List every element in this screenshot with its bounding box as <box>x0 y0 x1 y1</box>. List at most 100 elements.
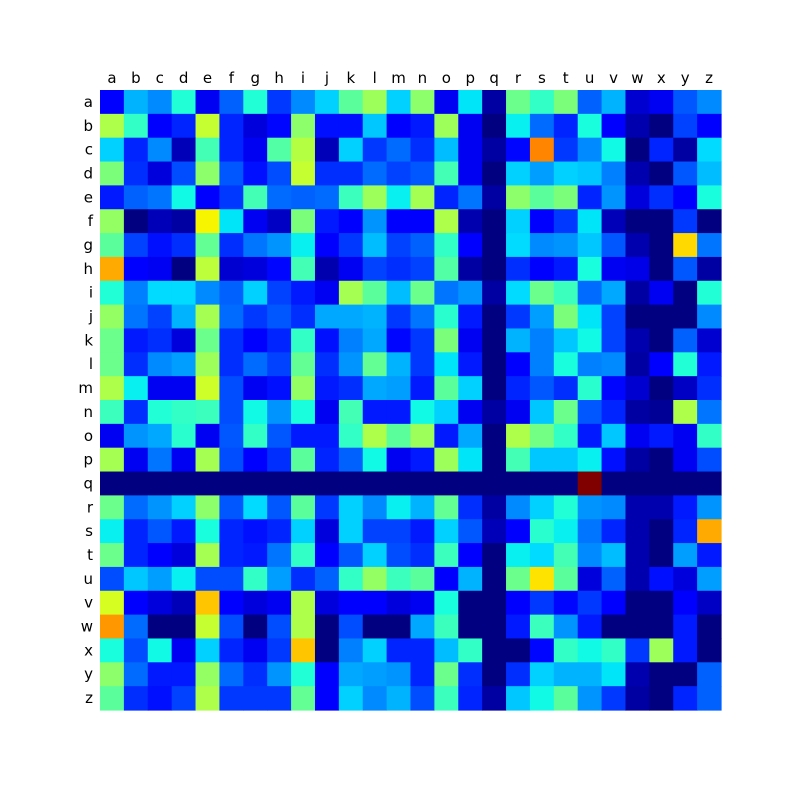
heatmap-cell-r-t <box>553 495 579 520</box>
heatmap-cell-m-o <box>434 376 459 401</box>
heatmap-cell-p-l <box>362 447 388 473</box>
heatmap-cell-s-r <box>506 519 531 544</box>
heatmap-cell-e-k <box>338 185 364 210</box>
heatmap-cell-f-v <box>601 209 627 234</box>
heatmap-cell-p-g <box>243 447 268 473</box>
heatmap-cell-y-k <box>338 662 364 687</box>
heatmap-cell-g-v <box>601 233 627 258</box>
heatmap-cell-r-k <box>338 495 364 520</box>
heatmap-cell-z-h <box>267 686 292 711</box>
heatmap-cell-n-n <box>410 400 435 425</box>
x-tick-label: m <box>391 69 406 87</box>
heatmap-cell-s-o <box>434 519 459 544</box>
x-tick-label: j <box>324 69 329 87</box>
heatmap-cell-t-y <box>673 543 698 568</box>
heatmap-cell-a-d <box>171 90 197 115</box>
heatmap-cell-k-x <box>649 328 674 353</box>
heatmap-cell-g-y <box>673 233 698 258</box>
heatmap-cell-z-o <box>434 686 459 711</box>
heatmap-cell-j-a <box>100 304 125 330</box>
heatmap-cell-z-i <box>291 686 316 711</box>
heatmap-cell-w-e <box>195 614 221 640</box>
heatmap-cell-d-r <box>506 161 531 186</box>
heatmap-cell-v-c <box>147 590 173 616</box>
heatmap-cell-v-x <box>649 590 674 616</box>
heatmap-cell-i-k <box>338 280 364 306</box>
heatmap-cell-g-u <box>577 233 603 258</box>
heatmap-cell-n-m <box>386 400 412 425</box>
heatmap-cell-c-n <box>410 137 435 163</box>
heatmap-cell-i-p <box>458 280 483 306</box>
heatmap-cell-a-g <box>243 90 268 115</box>
heatmap-cell-i-t <box>553 280 579 306</box>
heatmap-cell-l-t <box>553 352 579 377</box>
heatmap-cell-u-c <box>147 566 173 592</box>
heatmap-cell-p-y <box>673 447 698 473</box>
heatmap-cell-b-v <box>601 113 627 139</box>
heatmap-cell-g-s <box>529 233 555 258</box>
heatmap-cell-w-c <box>147 614 173 640</box>
heatmap-cell-t-r <box>506 543 531 568</box>
heatmap-cell-n-k <box>338 400 364 425</box>
heatmap-cell-w-f <box>219 614 244 640</box>
heatmap-cell-j-y <box>673 304 698 330</box>
heatmap-cell-y-o <box>434 662 459 687</box>
x-tick-label: h <box>274 69 284 87</box>
heatmap-cell-f-x <box>649 209 674 234</box>
heatmap-cell-h-b <box>123 256 149 282</box>
heatmap-cell-m-m <box>386 376 412 401</box>
y-tick-label: y <box>84 665 93 683</box>
heatmap-cell-f-s <box>529 209 555 234</box>
heatmap-cell-l-n <box>410 352 435 377</box>
heatmap-cell-l-m <box>386 352 412 377</box>
heatmap-cell-n-z <box>697 400 722 425</box>
heatmap-cell-s-l <box>362 519 388 544</box>
heatmap-cell-y-h <box>267 662 292 687</box>
heatmap-cell-f-o <box>434 209 459 234</box>
heatmap-cell-s-h <box>267 519 292 544</box>
y-tick-label: e <box>84 188 93 206</box>
heatmap-cell-q-m <box>386 471 412 496</box>
y-tick-label: g <box>83 236 93 254</box>
heatmap-cells <box>100 90 722 711</box>
heatmap-cell-z-e <box>195 686 221 711</box>
heatmap-cell-k-e <box>195 328 221 353</box>
heatmap-cell-z-p <box>458 686 483 711</box>
heatmap-cell-c-r <box>506 137 531 163</box>
heatmap-cell-s-y <box>673 519 698 544</box>
heatmap-cell-n-y <box>673 400 698 425</box>
heatmap-cell-j-r <box>506 304 531 330</box>
heatmap-cell-g-w <box>625 233 650 258</box>
heatmap-cell-r-i <box>291 495 316 520</box>
heatmap-cell-n-f <box>219 400 244 425</box>
heatmap-cell-v-o <box>434 590 459 616</box>
heatmap-cell-w-g <box>243 614 268 640</box>
heatmap-cell-r-j <box>314 495 340 520</box>
heatmap-cell-f-a <box>100 209 125 234</box>
heatmap-cell-o-y <box>673 423 698 449</box>
heatmap-cell-u-x <box>649 566 674 592</box>
heatmap-cell-c-v <box>601 137 627 163</box>
heatmap-cell-l-h <box>267 352 292 377</box>
heatmap-cell-q-x <box>649 471 674 496</box>
heatmap-cell-h-h <box>267 256 292 282</box>
heatmap-cell-s-e <box>195 519 221 544</box>
heatmap-cell-l-c <box>147 352 173 377</box>
heatmap-cell-m-g <box>243 376 268 401</box>
heatmap-cell-u-n <box>410 566 435 592</box>
heatmap-cell-r-w <box>625 495 650 520</box>
heatmap-cell-x-u <box>577 638 603 663</box>
heatmap-cell-j-s <box>529 304 555 330</box>
heatmap-cell-w-w <box>625 614 650 640</box>
y-tick-label: d <box>83 164 93 182</box>
heatmap-cell-r-y <box>673 495 698 520</box>
heatmap-cell-y-f <box>219 662 244 687</box>
heatmap-cell-h-o <box>434 256 459 282</box>
heatmap-cell-m-a <box>100 376 125 401</box>
heatmap-cell-k-p <box>458 328 483 353</box>
heatmap-cell-t-k <box>338 543 364 568</box>
heatmap-cell-c-g <box>243 137 268 163</box>
heatmap-cell-u-u <box>577 566 603 592</box>
heatmap-cell-k-o <box>434 328 459 353</box>
heatmap-cell-t-n <box>410 543 435 568</box>
